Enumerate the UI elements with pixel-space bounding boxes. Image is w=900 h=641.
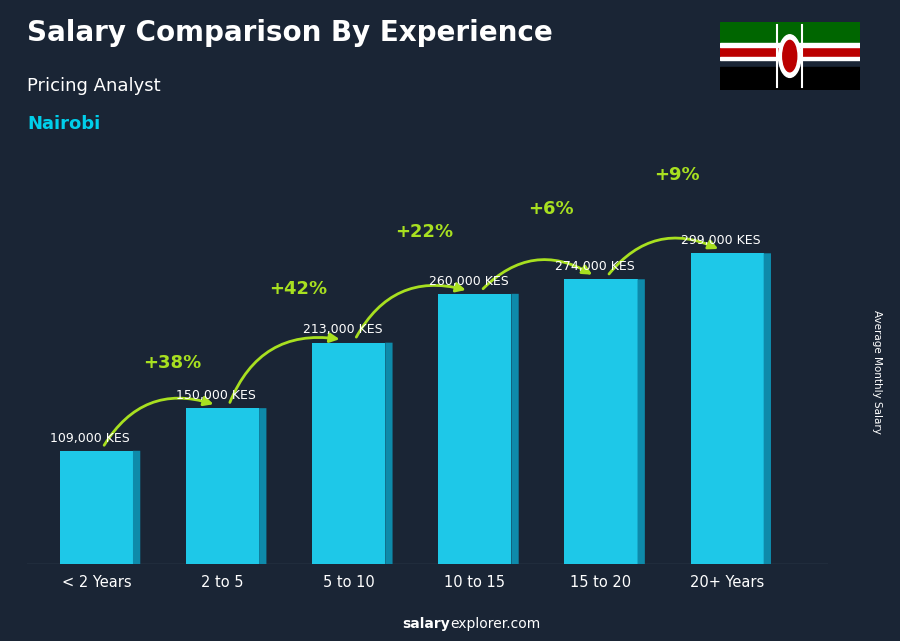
Bar	[720, 22, 859, 45]
FancyBboxPatch shape	[438, 294, 511, 564]
FancyBboxPatch shape	[59, 451, 133, 564]
Polygon shape	[133, 451, 140, 564]
Text: 109,000 KES: 109,000 KES	[50, 431, 130, 445]
Polygon shape	[259, 408, 266, 564]
FancyBboxPatch shape	[186, 408, 259, 564]
Polygon shape	[385, 343, 392, 564]
FancyArrowPatch shape	[609, 238, 716, 274]
Text: salary: salary	[402, 617, 450, 631]
Text: Salary Comparison By Experience: Salary Comparison By Experience	[27, 19, 553, 47]
Text: explorer.com: explorer.com	[450, 617, 540, 631]
FancyBboxPatch shape	[564, 279, 637, 564]
Text: +6%: +6%	[527, 200, 573, 218]
Text: 274,000 KES: 274,000 KES	[554, 260, 634, 273]
Text: Pricing Analyst: Pricing Analyst	[27, 77, 160, 95]
Text: 260,000 KES: 260,000 KES	[428, 274, 508, 288]
Bar	[720, 67, 859, 90]
Text: 299,000 KES: 299,000 KES	[681, 234, 760, 247]
FancyArrowPatch shape	[104, 397, 211, 445]
FancyArrowPatch shape	[483, 260, 590, 288]
Polygon shape	[511, 294, 518, 564]
FancyArrowPatch shape	[356, 283, 463, 337]
Bar	[720, 43, 859, 47]
Text: Nairobi: Nairobi	[27, 115, 100, 133]
Text: +22%: +22%	[395, 223, 454, 241]
Text: 150,000 KES: 150,000 KES	[176, 389, 256, 402]
FancyBboxPatch shape	[690, 253, 764, 564]
Text: +42%: +42%	[269, 280, 328, 298]
Text: 213,000 KES: 213,000 KES	[302, 324, 382, 337]
Ellipse shape	[783, 40, 796, 72]
Polygon shape	[764, 253, 771, 564]
Polygon shape	[637, 279, 644, 564]
FancyBboxPatch shape	[312, 343, 385, 564]
FancyArrowPatch shape	[230, 334, 337, 403]
Text: +9%: +9%	[653, 165, 699, 183]
Ellipse shape	[778, 35, 801, 78]
Bar	[720, 45, 859, 58]
Text: Average Monthly Salary: Average Monthly Salary	[872, 310, 883, 434]
Text: +38%: +38%	[143, 354, 202, 372]
Bar	[720, 56, 859, 60]
